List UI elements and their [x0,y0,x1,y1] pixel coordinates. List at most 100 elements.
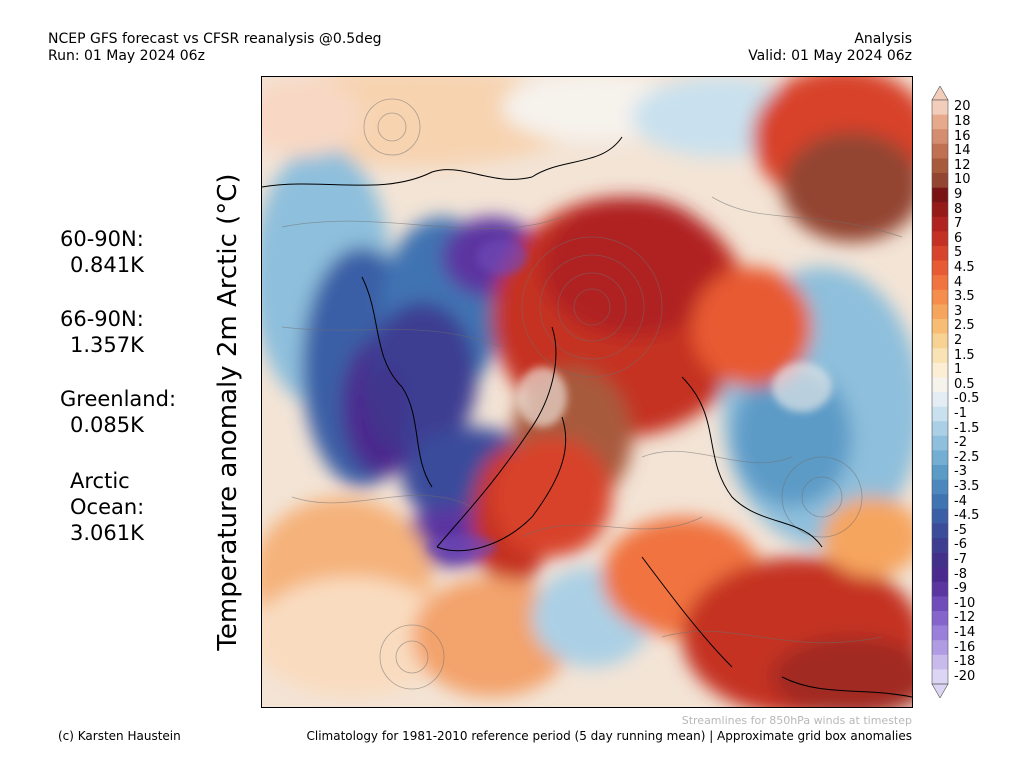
colorbar-arrow-down [931,683,949,698]
streamline-note: Streamlines for 850hPa winds at timestep [681,714,912,727]
stat-value: 0.841K [70,253,144,277]
axis-label: Temperature anomaly 2m Arctic (°C) [213,173,243,651]
colorbar-cell [932,494,948,510]
colorbar-tick-label: -9 [954,581,967,597]
colorbar-cell [932,129,948,145]
colorbar-tick-label: 10 [954,172,971,188]
title-block: NCEP GFS forecast vs CFSR reanalysis @0.… [48,31,382,65]
colorbar-cell [932,260,948,276]
colorbar-tick-label: -2.5 [954,449,980,465]
colorbar-tick-label: 4 [954,274,963,290]
colorbar-tick-label: -14 [954,624,976,640]
analysis-label: Analysis [854,31,912,47]
colorbar-tick-label: -4 [954,493,967,509]
stat-66-90n: 66-90N: 1.357K [60,306,144,358]
colorbar-tick-label: -12 [954,610,976,626]
colorbar-tick-label: 20 [954,99,971,115]
colorbar-tick-label: 1 [954,362,963,378]
colorbar-tick-label: 1.5 [954,347,975,363]
colorbar-cell [932,187,948,203]
anomaly-map [261,76,913,708]
credit: (c) Karsten Haustein [58,729,181,743]
colorbar-tick-label: 0.5 [954,376,975,392]
colorbar-cell [932,275,948,291]
colorbar-tick-label: 12 [954,157,971,173]
colorbar-cell [932,143,948,159]
run-line: Run: 01 May 2024 06z [48,48,205,64]
valid-line: Valid: 01 May 2024 06z [748,48,912,64]
stat-value: 1.357K [70,333,144,357]
colorbar-tick-label: 6 [954,230,963,246]
colorbar-tick-label: -7 [954,551,967,567]
colorbar-tick-label: -1 [954,405,967,421]
colorbar-tick-label: -2 [954,435,967,451]
stat-arctic-ocean: Arctic Ocean: 3.061K [70,468,144,546]
climatology-note: Climatology for 1981-2010 reference peri… [306,729,913,743]
colorbar-cell [932,173,948,188]
colorbar-cell [932,654,948,670]
colorbar-cell [932,348,948,364]
colorbar-frame [931,99,949,685]
colorbar-cell [932,523,948,539]
colorbar-cell [932,114,948,130]
colorbar-tick-label: 8 [954,201,963,217]
streamlines [281,98,903,690]
colorbar-cell [932,421,948,437]
colorbar-tick-label: -8 [954,566,967,582]
stat-greenland: Greenland: 0.085K [60,386,176,438]
colorbar-tick-label: -1.5 [954,420,980,436]
colorbar-cell [932,508,948,524]
valid-block: Analysis Valid: 01 May 2024 06z [748,31,912,65]
colorbar-tick-label: 4.5 [954,259,975,275]
colorbar-tick-label: -6 [954,537,967,553]
colorbar-tick-label: -3.5 [954,478,980,494]
colorbar-cell [932,465,948,480]
colorbar-tick-label: 18 [954,113,971,129]
stat-value: 0.085K [70,413,144,437]
colorbar-cell [932,611,948,626]
colorbar-cell [932,304,948,320]
colorbar-tick-label: -4.5 [954,508,980,524]
colorbar-cell [932,450,948,466]
colorbar-cell [932,246,948,261]
stat-label: Arctic [70,469,130,493]
colorbar-tick-label: -5 [954,522,967,538]
colorbar-cell [932,581,948,597]
coastlines [262,136,912,698]
colorbar-arrow-up [931,86,949,101]
colorbar-cell [932,596,948,612]
colorbar-cell [932,377,948,393]
colorbar-cell [932,552,948,568]
stat-label: 60-90N: [60,227,144,251]
colorbar-cell [932,158,948,174]
colorbar-cell [932,406,948,422]
colorbar-tick-label: 14 [954,143,971,159]
colorbar-cell [932,231,948,247]
colorbar-tick-label: -3 [954,464,967,480]
stat-value: 3.061K [70,521,144,545]
colorbar-cells [931,86,949,698]
stat-label: Greenland: [60,387,177,411]
colorbar-cell [932,100,948,115]
stat-60-90n: 60-90N: 0.841K [60,226,144,278]
colorbar-cell [932,640,948,656]
anomaly-field [262,77,912,707]
colorbar-tick-label: -18 [954,654,976,670]
colorbar-tick-label: -16 [954,639,976,655]
colorbar-tick-label: 9 [954,186,963,202]
colorbar-cell [932,567,948,583]
colorbar [931,86,949,698]
colorbar-tick-label: 16 [954,128,971,144]
colorbar-tick-label: 3 [954,303,963,319]
title-line-1: NCEP GFS forecast vs CFSR reanalysis @0.… [48,31,382,47]
colorbar-cell [932,289,948,305]
colorbar-cell [932,435,948,451]
colorbar-tick-label: -20 [954,668,976,684]
colorbar-cell [932,669,948,685]
colorbar-cell [932,319,948,334]
stat-label: 66-90N: [60,307,144,331]
colorbar-tick-label: 5 [954,245,963,261]
colorbar-cell [932,216,948,232]
colorbar-cell [932,202,948,218]
colorbar-tick-label: -10 [954,595,976,611]
